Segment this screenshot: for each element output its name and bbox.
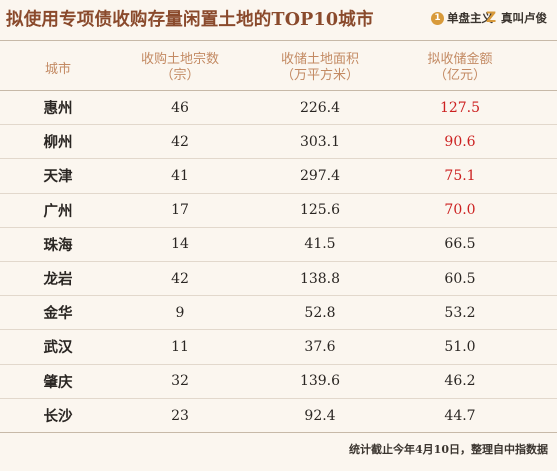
column-header-amount: 拟收储金额 （亿元） xyxy=(390,52,530,84)
city-cell: 珠海 xyxy=(43,236,73,254)
amount-cell: 127.5 xyxy=(439,99,481,116)
count-cell: 23 xyxy=(171,407,189,424)
amount-cell: 53.2 xyxy=(444,304,476,321)
area-cell: 297.4 xyxy=(299,167,341,184)
brand-danpanzhuyi: 1 单盘主义 xyxy=(431,10,493,26)
count-cell: 17 xyxy=(171,202,189,219)
amount-cell: 66.5 xyxy=(444,236,476,253)
table-row: 武汉 11 37.6 51.0 xyxy=(0,330,557,365)
area-cell: 52.8 xyxy=(304,304,336,321)
city-cell: 金华 xyxy=(43,305,73,323)
count-cell: 9 xyxy=(175,304,185,321)
area-cell: 92.4 xyxy=(304,407,336,424)
count-cell: 42 xyxy=(171,270,189,287)
circle-1-icon: 1 xyxy=(431,11,444,25)
area-cell: 303.1 xyxy=(299,133,341,150)
table-row: 广州 17 125.6 70.0 xyxy=(0,194,557,228)
column-header-label: 收储土地面积 xyxy=(280,52,359,67)
column-header-count: 收购土地宗数 （宗） xyxy=(110,52,250,84)
city-cell: 武汉 xyxy=(43,339,73,357)
divider xyxy=(0,432,557,433)
city-cell: 柳州 xyxy=(43,134,73,152)
table-row: 金华 9 52.8 53.2 xyxy=(0,296,557,331)
city-cell: 惠州 xyxy=(43,100,73,118)
count-cell: 14 xyxy=(171,236,189,253)
column-header-unit: （宗） xyxy=(160,68,200,83)
area-cell: 125.6 xyxy=(299,202,341,219)
table-row: 长沙 23 92.4 44.7 xyxy=(0,399,557,433)
amount-cell: 70.0 xyxy=(444,202,476,219)
column-header-label: 城市 xyxy=(44,62,71,77)
area-cell: 138.8 xyxy=(299,270,341,287)
brand-label: 真叫卢俊 xyxy=(501,11,547,25)
footnote: 统计截止今年4月10日，整理自中指数据 xyxy=(349,443,548,456)
divider xyxy=(0,40,557,41)
amount-cell: 75.1 xyxy=(444,167,476,184)
table-row: 肇庆 32 139.6 46.2 xyxy=(0,365,557,399)
column-header-city: 城市 xyxy=(28,62,88,78)
count-cell: 46 xyxy=(171,99,189,116)
area-cell: 41.5 xyxy=(304,236,336,253)
count-cell: 42 xyxy=(171,133,189,150)
city-cell: 长沙 xyxy=(43,408,73,426)
column-header-label: 收购土地宗数 xyxy=(140,52,219,67)
count-cell: 11 xyxy=(171,338,189,355)
table-row: 龙岩 42 138.8 60.5 xyxy=(0,262,557,297)
brand-zhenjiaolujun: Z 真叫卢俊 xyxy=(486,10,547,26)
table-row: 柳州 42 303.1 90.6 xyxy=(0,125,557,160)
header: 拟使用专项债收购存量闲置土地的TOP10城市 1 单盘主义 Z 真叫卢俊 xyxy=(0,0,557,36)
column-header-label: 拟收储金额 xyxy=(427,52,493,67)
column-header-unit: （万平方米） xyxy=(280,68,359,83)
z-logo-icon: Z xyxy=(486,9,497,26)
city-cell: 天津 xyxy=(43,168,73,186)
area-cell: 37.6 xyxy=(304,338,336,355)
amount-cell: 90.6 xyxy=(444,133,476,150)
table-row: 珠海 14 41.5 66.5 xyxy=(0,228,557,262)
page-title: 拟使用专项债收购存量闲置土地的TOP10城市 xyxy=(6,10,374,30)
table-body: 惠州 46 226.4 127.5 柳州 42 303.1 90.6 天津 41… xyxy=(0,91,557,433)
amount-cell: 60.5 xyxy=(444,270,476,287)
amount-cell: 51.0 xyxy=(444,338,476,355)
city-cell: 广州 xyxy=(43,202,73,220)
brand-label: 单盘主义 xyxy=(447,11,493,25)
area-cell: 139.6 xyxy=(299,373,341,390)
city-cell: 肇庆 xyxy=(43,373,73,391)
city-cell: 龙岩 xyxy=(43,271,73,289)
amount-cell: 46.2 xyxy=(444,373,476,390)
table-row: 天津 41 297.4 75.1 xyxy=(0,159,557,194)
column-header-area: 收储土地面积 （万平方米） xyxy=(250,52,390,84)
area-cell: 226.4 xyxy=(299,99,341,116)
table-row: 惠州 46 226.4 127.5 xyxy=(0,91,557,126)
amount-cell: 44.7 xyxy=(444,407,476,424)
column-header-unit: （亿元） xyxy=(433,68,486,83)
count-cell: 41 xyxy=(171,167,189,184)
count-cell: 32 xyxy=(171,373,189,390)
divider xyxy=(0,90,557,91)
